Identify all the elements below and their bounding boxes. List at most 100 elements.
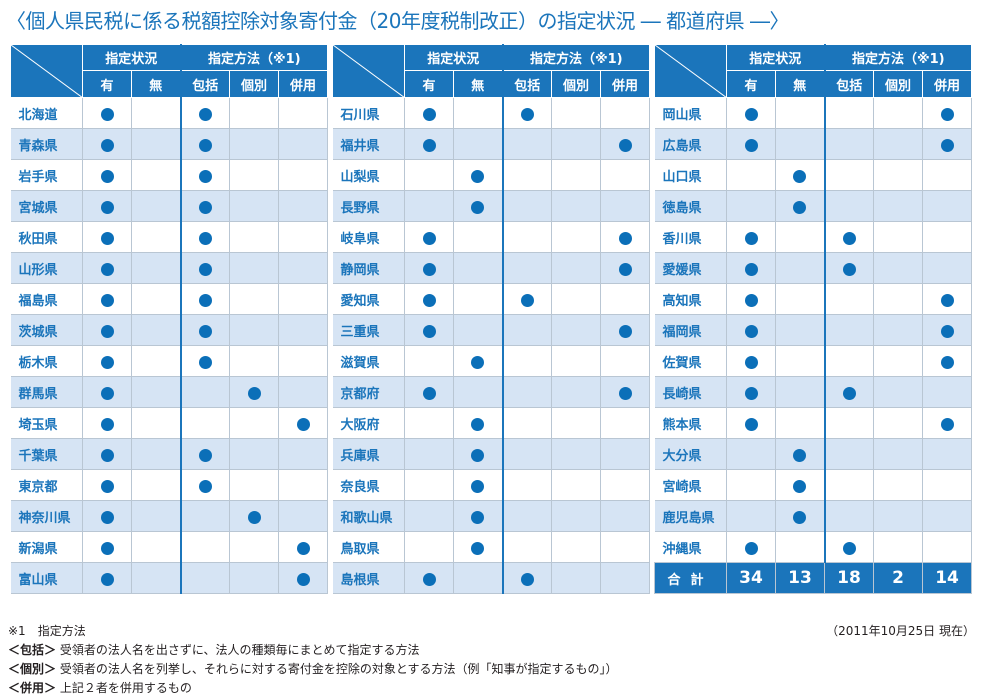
cell-blanket [180, 345, 231, 377]
table-row: 大阪府 [332, 407, 651, 439]
cell-no [130, 376, 182, 408]
prefecture-name: 宮崎県 [654, 469, 727, 501]
header-corner [10, 44, 83, 98]
cell-yes [82, 531, 132, 563]
cell-individual [229, 97, 280, 129]
cell-individual [551, 221, 602, 253]
diagonal-line-icon [11, 45, 82, 97]
cell-no [774, 314, 826, 346]
table-row: 宮城県 [10, 190, 329, 222]
table-row: 長崎県 [654, 376, 973, 408]
prefecture-name: 埼玉県 [10, 407, 83, 439]
prefecture-name: 茨城県 [10, 314, 83, 346]
table-row: 愛知県 [332, 283, 651, 315]
header-corner [332, 44, 405, 98]
table-row: 三重県 [332, 314, 651, 346]
cell-no [452, 190, 504, 222]
table-row: 石川県 [332, 97, 651, 129]
cell-yes [726, 407, 776, 439]
prefecture-name: 滋賀県 [332, 345, 405, 377]
header-blanket: 包括 [180, 70, 231, 98]
table-row: 埼玉県 [10, 407, 329, 439]
cell-combined [600, 469, 651, 501]
cell-individual [873, 500, 924, 532]
dot-icon [100, 138, 114, 152]
prefecture-name: 群馬県 [10, 376, 83, 408]
dot-icon [247, 510, 261, 524]
cell-combined [922, 531, 973, 563]
cell-blanket [502, 438, 553, 470]
cell-no [452, 252, 504, 284]
diagonal-line-icon [655, 45, 726, 97]
dot-icon [471, 355, 485, 369]
prefecture-name: 岩手県 [10, 159, 83, 191]
cell-no [452, 469, 504, 501]
cell-no [130, 438, 182, 470]
table-row: 奈良県 [332, 469, 651, 501]
cell-combined [278, 407, 329, 439]
cell-blanket [824, 221, 875, 253]
cell-combined [922, 190, 973, 222]
prefecture-name: 青森県 [10, 128, 83, 160]
total-label: 合計 [654, 562, 727, 594]
dot-icon [422, 231, 436, 245]
cell-blanket [180, 128, 231, 160]
cell-blanket [180, 159, 231, 191]
cell-combined [600, 314, 651, 346]
cell-no [130, 159, 182, 191]
page-title: 〈個人県民税に係る税額控除対象寄付金（20年度税制改正）の指定状況 ― 都道府県… [6, 9, 790, 33]
table-row: 佐賀県 [654, 345, 973, 377]
dot-icon [471, 200, 485, 214]
note-individual-text: 受領者の法人名を列挙し、それらに対する寄付金を控除の対象とする方法（例「知事が指… [59, 662, 618, 676]
header-blanket: 包括 [824, 70, 875, 98]
cell-individual [551, 531, 602, 563]
cell-combined [922, 128, 973, 160]
cell-combined [278, 159, 329, 191]
cell-blanket [502, 531, 553, 563]
cell-individual [551, 128, 602, 160]
cell-no [452, 345, 504, 377]
table-row: 福岡県 [654, 314, 973, 346]
dot-icon [100, 510, 114, 524]
cell-individual [551, 562, 602, 594]
cell-no [130, 314, 182, 346]
dot-icon [198, 448, 212, 462]
cell-no [774, 376, 826, 408]
prefecture-grid: 指定状況 指定方法（※1) 有無包括 個別 併用 北海道 青森県 岩手県 宮城県 秋田県 山形県 福島… [10, 44, 329, 594]
table-row: 山口県 [654, 159, 973, 191]
cell-individual [551, 376, 602, 408]
cell-no [130, 500, 182, 532]
table-row: 島根県 [332, 562, 651, 594]
cell-yes [404, 314, 454, 346]
prefecture-name: 神奈川県 [10, 500, 83, 532]
cell-combined [600, 190, 651, 222]
cell-no [452, 159, 504, 191]
header-individual: 個別 [229, 70, 280, 98]
dot-icon [422, 107, 436, 121]
cell-combined [600, 252, 651, 284]
prefecture-grid: 指定状況 指定方法（※1) 有無包括 個別 併用 石川県 福井県 山梨県 長野県 岐阜県 静岡県 愛知… [332, 44, 651, 594]
cell-combined [922, 221, 973, 253]
cell-individual [873, 159, 924, 191]
cell-blanket [180, 407, 231, 439]
cell-yes [82, 500, 132, 532]
header-yes: 有 [726, 70, 776, 98]
table-row: 神奈川県 [10, 500, 329, 532]
dot-icon [422, 293, 436, 307]
dot-icon [793, 448, 807, 462]
cell-individual [551, 314, 602, 346]
cell-yes [82, 562, 132, 594]
prefecture-name: 愛知県 [332, 283, 405, 315]
cell-yes [726, 531, 776, 563]
cell-individual [551, 252, 602, 284]
dot-icon [744, 262, 758, 276]
cell-blanket [824, 190, 875, 222]
table-row: 千葉県 [10, 438, 329, 470]
note-blanket: ＜包括＞ 受領者の法人名を出さずに、法人の種類毎にまとめて指定する方法 [8, 641, 978, 660]
cell-yes [82, 97, 132, 129]
table-row: 長野県 [332, 190, 651, 222]
cell-combined [600, 500, 651, 532]
total-no: 13 [774, 562, 826, 594]
cell-yes [82, 314, 132, 346]
cell-blanket [824, 97, 875, 129]
